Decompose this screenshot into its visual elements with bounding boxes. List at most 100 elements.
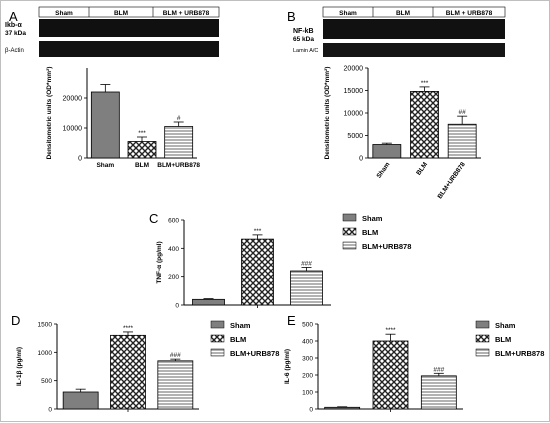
legend-e-label-urb: BLM+URB878 xyxy=(495,349,544,358)
chart-a-significance-1: *** xyxy=(138,130,146,137)
chart-b-y-axis-label: Densitometric units (OD*mm²) xyxy=(324,67,331,160)
chart-e-y-axis-label: IL-6 (pg/ml) xyxy=(284,349,291,384)
panel-letter-a: A xyxy=(9,9,18,24)
blot-a-kda-label: 37 kDa xyxy=(5,30,26,37)
chart-c: 0 200 400 600 TNF-α (pg/ml) *** ### xyxy=(156,218,331,310)
chart-e-bar-1 xyxy=(372,340,409,410)
chart-e-significance-1: **** xyxy=(385,327,396,334)
panel-letter-e: E xyxy=(287,313,296,328)
chart-d: 0 500 1000 1500 IL-1β (pg/ml) **** ### xyxy=(16,322,199,414)
chart-a-bar-2 xyxy=(164,126,194,159)
panel-letter-b: B xyxy=(287,9,296,24)
chart-b-x-label-2: BLM+URB878 xyxy=(437,161,468,200)
blot-b-group-sham: Sham xyxy=(339,10,357,17)
chart-d-significance-1: **** xyxy=(123,325,134,332)
legend-e-swatch-sham xyxy=(475,320,490,329)
legend-c-swatch-sham xyxy=(342,213,357,222)
blot-b-loading-band xyxy=(323,43,505,57)
chart-b-y-tick-label: 15000 xyxy=(344,88,364,95)
chart-c-significance-2: ### xyxy=(301,260,312,267)
chart-c-y-tick-label: 0 xyxy=(175,303,179,310)
blot-b-group-urb: BLM + URB878 xyxy=(446,10,493,17)
chart-d-bar-1 xyxy=(110,334,146,410)
chart-a-y-axis-label: Densitometric units (OD*mm²) xyxy=(46,67,53,160)
chart-e-y-tick-label: 200 xyxy=(302,373,313,380)
western-blot-b: Sham BLM BLM + URB878 NF-kB 65 kDa Lamin… xyxy=(293,6,506,57)
legend-d-swatch-urb xyxy=(210,348,225,357)
legend-c-label-blm: BLM xyxy=(362,228,378,237)
chart-b: 0 5000 10000 15000 20000 Densitometric units … xyxy=(324,66,481,200)
blot-a-group-sham: Sham xyxy=(55,10,73,17)
blot-a-loading-band xyxy=(39,41,219,57)
chart-a-y-tick-label: 10000 xyxy=(63,126,83,133)
blot-b-group-blm: BLM xyxy=(396,10,410,17)
legend-d-label-urb: BLM+URB878 xyxy=(230,349,279,358)
chart-a-bar-0 xyxy=(90,91,120,159)
blot-a-loading-label: β-Actin xyxy=(5,48,24,54)
blot-b-kda-label: 65 kDa xyxy=(293,36,314,43)
chart-e-y-tick-label: 0 xyxy=(309,407,313,414)
blot-a-target-band xyxy=(39,19,219,37)
chart-d-y-tick-label: 1500 xyxy=(38,322,53,329)
chart-e-significance-2: ### xyxy=(433,366,444,373)
chart-d-y-tick-label: 1000 xyxy=(38,350,53,357)
legend-d-label-sham: Sham xyxy=(230,321,251,330)
blot-b-target-band xyxy=(323,19,505,39)
chart-a-x-label-0: Sham xyxy=(96,162,114,169)
chart-c-bar-1 xyxy=(241,238,274,306)
legend-e-swatch-urb xyxy=(475,348,490,357)
chart-e-bar-2 xyxy=(420,375,457,410)
chart-e-y-tick-label: 100 xyxy=(302,390,313,397)
chart-e-y-tick-label: 500 xyxy=(302,322,313,329)
legend-d: Sham BLM BLM+URB878 xyxy=(210,320,279,358)
chart-b-bar-1 xyxy=(410,91,439,159)
chart-d-y-axis-label: IL-1β (pg/ml) xyxy=(16,347,23,386)
chart-b-y-tick-label: 0 xyxy=(359,156,363,163)
chart-a-bar-1 xyxy=(127,141,157,159)
legend-c-swatch-urb xyxy=(342,241,357,250)
western-blot-a: Sham BLM BLM + URB878 Ikb-α 37 kDa β-Act… xyxy=(5,6,220,57)
blot-a-header-box xyxy=(38,6,220,18)
blot-a-target-label: Ikb-α xyxy=(5,22,22,29)
legend-d-swatch-sham xyxy=(210,320,225,329)
chart-b-significance-1: *** xyxy=(421,80,429,87)
chart-c-y-axis-label: TNF-α (pg/ml) xyxy=(156,241,163,283)
blot-a-group-blm: BLM xyxy=(114,10,128,17)
chart-d-y-tick-label: 500 xyxy=(41,378,52,385)
chart-d-bar-2 xyxy=(157,360,194,410)
chart-b-y-tick-label: 20000 xyxy=(344,66,364,73)
legend-d-label-blm: BLM xyxy=(230,335,246,344)
chart-b-bar-2 xyxy=(447,123,477,159)
blot-b-loading-label: Lamin A/C xyxy=(293,48,318,54)
chart-a-x-label-2: BLM+URB878 xyxy=(157,162,200,169)
panel-letter-c: C xyxy=(149,211,158,226)
chart-d-significance-2: ### xyxy=(170,352,181,359)
chart-e-y-tick-label: 400 xyxy=(302,339,313,346)
legend-e-label-blm: BLM xyxy=(495,335,511,344)
legend-c-swatch-blm xyxy=(342,227,357,236)
chart-c-bar-0 xyxy=(192,298,225,306)
blot-a-group-urb: BLM + URB878 xyxy=(163,10,210,17)
legend-e-label-sham: Sham xyxy=(495,321,516,330)
legend-c-label-sham: Sham xyxy=(362,214,383,223)
legend-e-swatch-blm xyxy=(475,334,490,343)
chart-e-bar-0 xyxy=(324,406,361,410)
chart-c-significance-1: *** xyxy=(254,228,262,235)
chart-b-bar-0 xyxy=(372,144,402,159)
blot-b-header-box xyxy=(322,6,506,18)
chart-c-y-tick-label: 400 xyxy=(168,246,179,253)
panel-letter-d: D xyxy=(11,313,20,328)
chart-a-y-tick-label: 20000 xyxy=(63,96,83,103)
chart-c-y-tick-label: 600 xyxy=(168,218,179,225)
legend-d-swatch-blm xyxy=(210,334,225,343)
chart-e-y-tick-label: 300 xyxy=(302,356,313,363)
chart-d-bar-0 xyxy=(62,391,99,410)
chart-d-y-tick-label: 0 xyxy=(48,407,52,414)
chart-c-y-tick-label: 200 xyxy=(168,274,179,281)
chart-c-bar-2 xyxy=(290,270,323,306)
chart-a: 0 10000 20000 Densitometric units (OD*mm²) S… xyxy=(46,67,200,169)
chart-b-x-label-0: Sham xyxy=(376,161,392,180)
chart-b-y-tick-label: 10000 xyxy=(344,111,364,118)
